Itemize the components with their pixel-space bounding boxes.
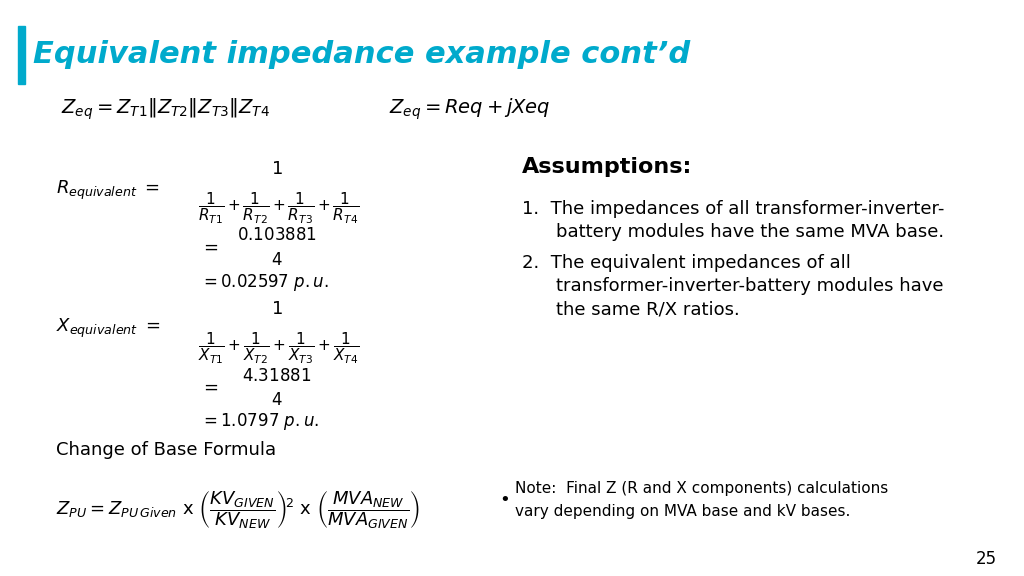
Text: 1.  The impedances of all transformer-inverter-: 1. The impedances of all transformer-inv… (522, 199, 944, 218)
Text: $1$: $1$ (270, 160, 283, 179)
Text: $=$: $=$ (200, 378, 218, 396)
Text: Assumptions:: Assumptions: (522, 157, 692, 177)
Text: Change of Base Formula: Change of Base Formula (56, 441, 276, 460)
Text: Equivalent impedance example cont’d: Equivalent impedance example cont’d (33, 40, 690, 69)
Text: $Z_{eq} = Req + jXeq$: $Z_{eq} = Req + jXeq$ (389, 97, 551, 122)
Text: $\dfrac{1}{X_{T1}} + \dfrac{1}{X_{T2}} + \dfrac{1}{X_{T3}} + \dfrac{1}{X_{T4}}$: $\dfrac{1}{X_{T1}} + \dfrac{1}{X_{T2}} +… (198, 331, 359, 366)
Text: the same R/X ratios.: the same R/X ratios. (556, 300, 739, 319)
Text: 2.  The equivalent impedances of all: 2. The equivalent impedances of all (522, 254, 851, 272)
Text: $R_{equivalent}\ =$: $R_{equivalent}\ =$ (56, 179, 161, 202)
Text: $Z_{PU} = Z_{PU\,Given}\ \mathrm{x}\ \left(\dfrac{KV_{GIVEN}}{KV_{NEW}}\right)^{: $Z_{PU} = Z_{PU\,Given}\ \mathrm{x}\ \le… (56, 489, 420, 530)
Text: $4.31881$: $4.31881$ (242, 366, 311, 385)
Text: battery modules have the same MVA base.: battery modules have the same MVA base. (556, 222, 944, 241)
Text: transformer-inverter-battery modules have: transformer-inverter-battery modules hav… (556, 277, 943, 295)
Text: •: • (500, 491, 510, 509)
Text: $= 1.0797\ p.u.$: $= 1.0797\ p.u.$ (200, 411, 318, 432)
Text: $Z_{eq} = Z_{T1} \| Z_{T2} \| Z_{T3} \| Z_{T4}$: $Z_{eq} = Z_{T1} \| Z_{T2} \| Z_{T3} \| … (61, 97, 270, 122)
Text: $= 0.02597\ p.u.$: $= 0.02597\ p.u.$ (200, 272, 329, 293)
Text: Note:  Final Z (R and X components) calculations
vary depending on MVA base and : Note: Final Z (R and X components) calcu… (515, 482, 889, 518)
Text: 25: 25 (976, 550, 996, 568)
Text: $1$: $1$ (270, 300, 283, 319)
Text: $=$: $=$ (200, 237, 218, 256)
Text: $0.103881$: $0.103881$ (237, 226, 316, 244)
Text: $4$: $4$ (270, 251, 283, 270)
Text: $4$: $4$ (270, 391, 283, 410)
Bar (18, 26, 25, 84)
Text: $\dfrac{1}{R_{T1}} + \dfrac{1}{R_{T2}} + \dfrac{1}{R_{T3}} + \dfrac{1}{R_{T4}}$: $\dfrac{1}{R_{T1}} + \dfrac{1}{R_{T2}} +… (198, 191, 359, 226)
Text: $X_{equivalent}\ =$: $X_{equivalent}\ =$ (56, 317, 161, 340)
